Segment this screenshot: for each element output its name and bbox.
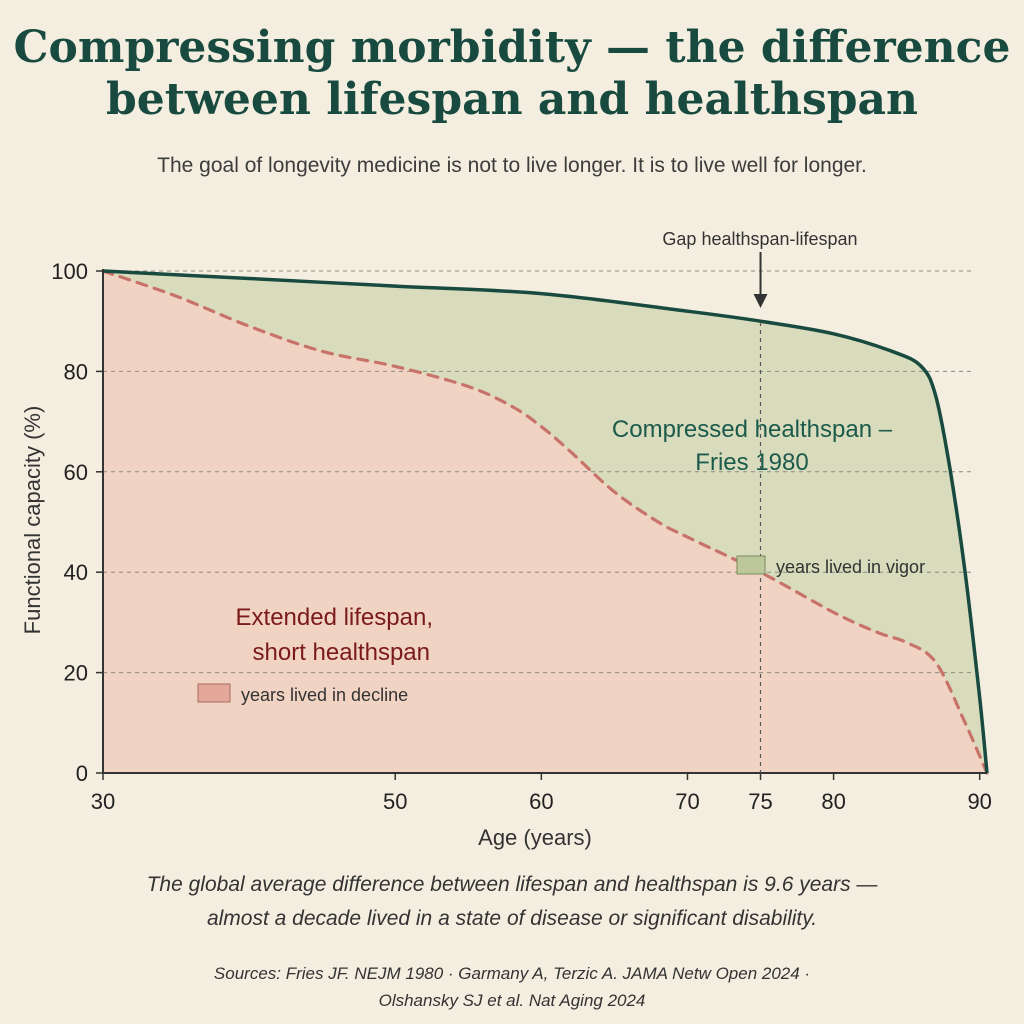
y-tick-label: 80 — [64, 359, 88, 384]
chart-title-line: between lifespan and healthspan — [105, 74, 919, 125]
y-tick-labels: 0 20 40 60 80 100 — [51, 259, 88, 786]
legend-swatch-decline — [197, 683, 231, 703]
legend-label-vigor: years lived in vigor — [776, 557, 925, 577]
region-label-extended: short healthspan — [253, 639, 430, 666]
x-tick-label: 50 — [383, 789, 407, 814]
x-tick-label: 30 — [91, 789, 115, 814]
x-tick-label: 90 — [967, 789, 991, 814]
legend-swatch-vigor — [736, 555, 766, 575]
y-tick-label: 60 — [64, 460, 88, 485]
y-axis-label: Functional capacity (%) — [20, 406, 45, 635]
legend-decline: years lived in decline — [197, 683, 408, 705]
x-tick-label: 75 — [748, 789, 772, 814]
area-fills — [103, 271, 987, 773]
legend-label-decline: years lived in decline — [241, 685, 408, 705]
sources: Sources: Fries JF. NEJM 1980 · Garmany A… — [0, 960, 1024, 1014]
grid-lines — [103, 270, 972, 674]
y-tick-label: 0 — [76, 761, 88, 786]
sources-line: Olshansky SJ et al. Nat Aging 2024 — [378, 991, 646, 1010]
x-tick-label: 60 — [529, 789, 553, 814]
series-line-compressed-healthspan — [102, 269, 989, 774]
x-tick-labels: 30 50 60 70 75 80 90 — [91, 789, 992, 814]
sources-line: Sources: Fries JF. NEJM 1980 · Garmany A… — [213, 964, 811, 983]
chart-title-line: Compressing morbidity — the difference — [13, 22, 1011, 73]
chart-subtitle: The goal of longevity medicine is not to… — [157, 154, 867, 177]
region-label-extended: Extended lifespan, — [236, 604, 433, 631]
x-tick-label: 80 — [821, 789, 845, 814]
gap-label: Gap healthspan-lifespan — [662, 229, 857, 249]
series-lines — [101, 269, 989, 775]
gap-annotation: Gap healthspan-lifespan — [662, 229, 858, 773]
series-line-extended-lifespan — [101, 269, 989, 775]
footnote: The global average difference between li… — [0, 868, 1024, 936]
footnote-line: The global average difference between li… — [146, 873, 878, 896]
footnote-line: almost a decade lived in a state of dise… — [206, 907, 818, 930]
x-axis-label: Age (years) — [478, 825, 592, 850]
chart-title: Compressing morbidity — the difference b… — [0, 22, 1024, 126]
y-tick-label: 40 — [64, 560, 88, 585]
axes — [96, 269, 987, 780]
region-label-compressed: Fries 1980 — [695, 449, 808, 476]
y-tick-label: 100 — [51, 259, 88, 284]
area-fill-decline — [103, 271, 987, 773]
region-label-compressed: Compressed healthspan – — [612, 416, 893, 443]
gap-arrowhead — [753, 294, 768, 308]
x-tick-label: 70 — [675, 789, 699, 814]
legend-vigor: years lived in vigor — [736, 555, 925, 577]
y-tick-label: 20 — [64, 661, 88, 686]
